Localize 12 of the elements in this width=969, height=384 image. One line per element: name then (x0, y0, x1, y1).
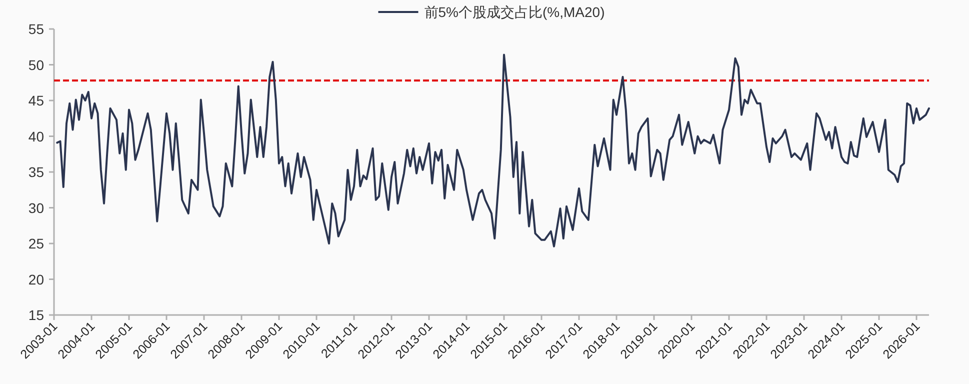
y-tick-label: 15 (28, 307, 44, 323)
y-tick-label: 25 (28, 236, 44, 252)
y-tick-label: 40 (28, 128, 44, 144)
line-series (56, 54, 930, 248)
y-tick-label: 30 (28, 200, 44, 216)
y-tick-label: 20 (28, 271, 44, 288)
y-tick-label: 50 (28, 56, 44, 73)
y-tick-label: 45 (28, 92, 44, 108)
legend-label: 前5%个股成交占比(%,MA20) (424, 4, 605, 20)
y-tick-label: 55 (28, 21, 44, 37)
legend: 前5%个股成交占比(%,MA20) (378, 4, 605, 20)
y-tick-label: 35 (28, 164, 44, 180)
